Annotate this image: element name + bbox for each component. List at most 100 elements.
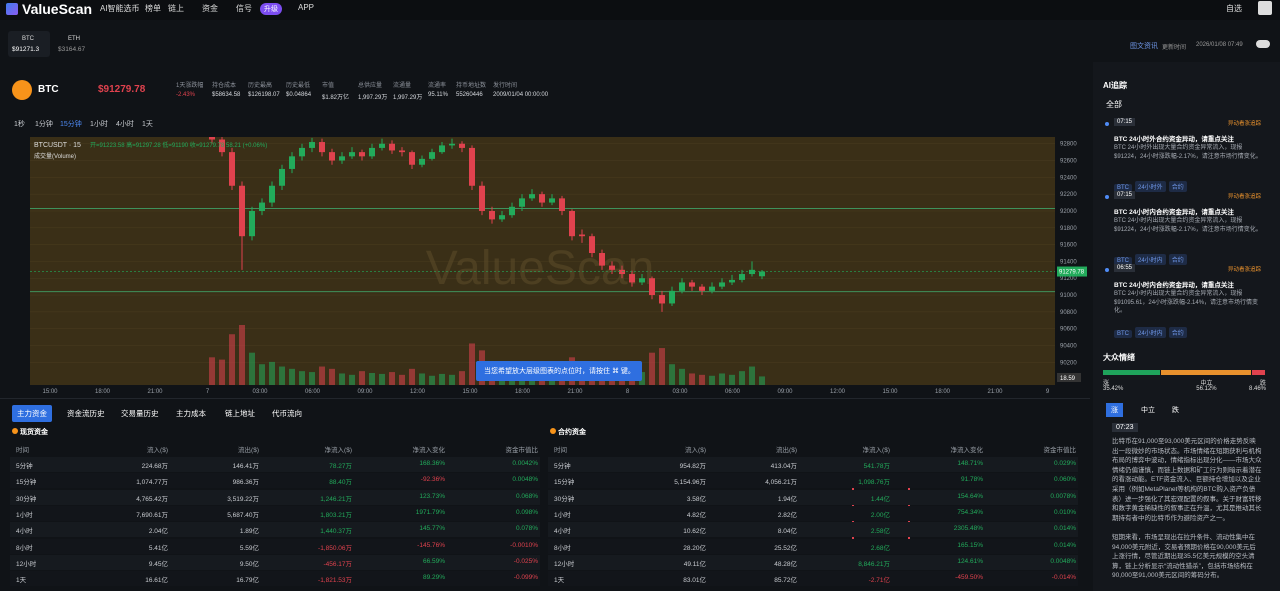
candle-body [759,271,765,277]
table-header: 时间 [554,447,567,454]
table-cell: 4,765.42万 [136,495,168,503]
interval-button[interactable]: 4小时 [116,121,134,128]
coin-icon [12,80,32,100]
table-cell: 2305.48% [953,525,983,533]
news-toggle[interactable]: 图文资讯 [1130,43,1158,50]
avatar[interactable] [1258,1,1272,15]
ai-filter[interactable]: 全部 [1106,100,1122,109]
card-tag[interactable]: BTC [1114,257,1132,265]
card-tag[interactable]: 24小时内 [1135,254,1166,265]
card-title[interactable]: BTC 24小时内合约资金异动，请重点关注 [1114,209,1234,216]
table-cell: 541.78万 [863,463,890,470]
volume-bar [339,373,345,385]
y-tick-label: 92600 [1060,159,1077,165]
post-time: 07:23 [1112,423,1138,432]
card-tag[interactable]: 合约 [1168,254,1187,265]
volume-bar [709,375,715,385]
ticker-price[interactable]: $3164.67 [58,46,86,53]
nav-item[interactable]: 链上 [168,4,184,13]
interval-button[interactable]: 15分钟 [60,121,82,128]
ticker-price[interactable]: $91271.3 [12,46,40,53]
nav-item[interactable]: 榜单 [145,4,161,13]
interval-button[interactable]: 1天 [142,121,153,128]
card-title[interactable]: BTC 24小时外合约资金异动，请重点关注 [1114,136,1234,143]
card-body: BTC 24小时内出现大量合约资金异常流入，现报$91095.61，24小时涨跌… [1114,291,1259,314]
volume-tag-bg [1057,373,1081,382]
tab[interactable]: 主力资金 [12,405,52,422]
table-cell: 48.28亿 [774,560,797,568]
tab[interactable]: 链上地址 [225,409,255,418]
ticker-symbol[interactable]: ETH [68,36,80,42]
candle-body [419,158,425,165]
card-tag[interactable]: 24小时内 [1135,327,1166,338]
price-chart: 90200 90400 90600 90800 91000 91200 91400 91600… [0,137,1087,395]
nav-badge[interactable]: 升级 [260,3,282,15]
card-tag[interactable]: 24小时外 [1135,181,1166,192]
tab[interactable]: 主力成本 [176,409,206,418]
volume-bar [699,374,705,385]
card-tag[interactable]: BTC [1114,184,1132,192]
sentiment-tab[interactable]: 中立 [1141,407,1155,414]
sentiment-tab[interactable]: 跌 [1172,407,1179,414]
tab[interactable]: 交易量历史 [121,409,159,418]
candle-body [399,150,405,153]
table-cell: 2.82亿 [777,511,797,519]
toggle[interactable] [1256,40,1270,48]
interval-button[interactable]: 1分钟 [35,121,53,128]
x-tick-label: 18:00 [515,389,531,395]
nav-item[interactable]: 信号 [236,4,252,13]
stat-label: 流通量 [393,83,412,89]
card-title[interactable]: BTC 24小时内合约资金异动，请重点关注 [1114,282,1234,289]
sentiment-bar [1160,370,1252,375]
candle-body [229,152,235,186]
candle-body [369,147,375,157]
plot-area [30,137,1055,385]
nav-item[interactable]: AI智能选币 [100,4,140,13]
volume-bar [739,371,745,385]
table-cell: -145.76% [417,541,445,549]
stat-label: 持仓成本 [212,83,237,89]
card-time: 07:15 [1114,191,1136,199]
table-row-bg [548,522,1078,538]
tab[interactable]: 代币流向 [272,409,302,418]
candle-body [439,145,445,153]
table-cell: 1,074.77万 [136,479,168,487]
candle-body [619,269,625,275]
candle-body [689,282,695,287]
table-cell: -1,850.06万 [318,544,352,552]
nav-item[interactable]: 资金 [202,4,218,13]
sentiment-tab[interactable]: 涨 [1106,403,1123,417]
volume-bar [289,368,295,385]
table-cell: 15分钟 [554,479,575,487]
table-cell: 146.41万 [232,463,259,470]
volume-bar [659,348,665,385]
interval-button[interactable]: 1小时 [90,121,108,128]
volume-bar [689,373,695,385]
sentiment-label: 中立 [1200,381,1213,387]
card-badge: 异动看涨追踪 [1228,267,1262,273]
card-tag[interactable]: 合约 [1168,327,1187,338]
watchlist[interactable]: 自选 [1226,4,1242,13]
candle-body [649,278,655,296]
candle-body [319,142,325,153]
table-cell: 986.36万 [232,479,259,487]
table-cell: 91.78% [960,476,983,484]
table-cell: 1,098.76万 [858,479,890,487]
y-tick-label: 90600 [1060,327,1077,333]
table-title: 合约资金 [558,429,586,436]
card-tag[interactable]: BTC [1114,330,1132,338]
tab[interactable]: 资金流历史 [67,409,105,418]
card-tag[interactable]: 合约 [1168,181,1187,192]
sentiment-value: 8.46% [1248,386,1266,392]
interval-button[interactable]: 1秒 [14,121,25,128]
nav-app[interactable]: APP [298,3,315,12]
candle-body [629,274,635,283]
candle-body [519,198,525,207]
table-cell: 1,440.37万 [320,528,352,536]
logo[interactable]: ValueScan [22,1,93,17]
card-dot [1105,268,1109,272]
candle-body [599,253,605,266]
ticker-symbol[interactable]: BTC [22,36,34,42]
ticker-card[interactable] [8,31,50,57]
